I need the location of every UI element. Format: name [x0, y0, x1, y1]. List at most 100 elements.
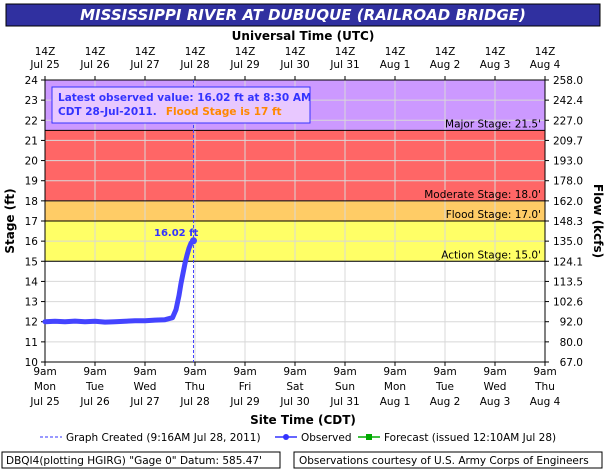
- footer-datum: DBQI4(plotting HGIRG) "Gage 0" Datum: 58…: [6, 455, 262, 467]
- bottom-tick-time: 9am: [283, 366, 306, 378]
- bottom-tick-date: Jul 27: [129, 396, 159, 408]
- stage-label: Major Stage: 21.5': [445, 118, 541, 130]
- top-tick-date: Aug 4: [530, 59, 561, 71]
- bottom-tick-day: Thu: [534, 381, 555, 393]
- bottom-tick-day: Wed: [484, 381, 507, 393]
- y-tick-label: 21: [25, 135, 38, 147]
- bottom-tick-date: Aug 1: [380, 396, 411, 408]
- bottom-tick-time: 9am: [83, 366, 106, 378]
- y-tick-label: 15: [25, 256, 38, 268]
- top-tick-hour: 14Z: [235, 46, 256, 58]
- y-tick-label: 19: [25, 176, 38, 188]
- bottom-tick-date: Jul 26: [79, 396, 110, 408]
- bottom-tick-day: Tue: [85, 381, 104, 393]
- bottom-tick-day: Sat: [286, 381, 303, 393]
- top-tick-date: Jul 29: [229, 59, 259, 71]
- legend-forecast-marker: [366, 434, 372, 440]
- bottom-tick-date: Jul 30: [279, 396, 309, 408]
- observed-series-line: [42, 238, 196, 325]
- y-axis-title: Stage (ft): [3, 188, 17, 253]
- y-tick-label: 23: [25, 95, 38, 107]
- y-tick-label: 12: [25, 317, 38, 329]
- y2-tick-label: 193.0: [553, 156, 583, 168]
- y-tick-label: 13: [25, 297, 38, 309]
- y-tick-label: 17: [25, 216, 38, 228]
- y-tick-label: 16: [25, 236, 39, 248]
- y2-tick-label: 209.7: [553, 135, 583, 147]
- info-flood-stage: Flood Stage is 17 ft: [166, 106, 282, 118]
- bottom-tick-time: 9am: [233, 366, 256, 378]
- y2-tick-label: 67.0: [560, 357, 583, 369]
- chart-title: MISSISSIPPI RIVER AT DUBUQUE (RAILROAD B…: [80, 6, 526, 24]
- bottom-tick-day: Mon: [34, 381, 56, 393]
- footer-right-box: [293, 451, 603, 469]
- legend-observed: Observed: [301, 432, 352, 444]
- top-tick-hour: 14Z: [285, 46, 306, 58]
- bottom-tick-day: Wed: [134, 381, 157, 393]
- bottom-tick-date: Aug 4: [530, 396, 561, 408]
- top-tick-hour: 14Z: [35, 46, 56, 58]
- y2-axis-title: Flow (kcfs): [591, 184, 605, 258]
- bottom-tick-date: Jul 28: [179, 396, 209, 408]
- top-tick-date: Jul 26: [79, 59, 110, 71]
- y2-tick-label: 178.0: [553, 176, 583, 188]
- y2-tick-label: 102.6: [553, 297, 583, 309]
- info-date: CDT 28-Jul-2011.: [58, 106, 157, 118]
- top-tick-date: Jul 28: [179, 59, 209, 71]
- footer-credit: Observations courtesy of U.S. Army Corps…: [299, 455, 589, 467]
- bottom-tick-date: Aug 2: [430, 396, 461, 408]
- y-tick-label: 24: [25, 75, 39, 87]
- info-line-2: CDT 28-Jul-2011. Flood Stage is 17 ft: [58, 100, 282, 119]
- bottom-tick-date: Jul 31: [329, 396, 359, 408]
- y-tick-label: 10: [25, 357, 38, 369]
- y-tick-label: 18: [25, 196, 38, 208]
- bottom-tick-day: Tue: [435, 381, 454, 393]
- title-bar: [5, 3, 601, 27]
- top-tick-hour: 14Z: [435, 46, 456, 58]
- y-tick-label: 22: [25, 115, 38, 127]
- y2-tick-label: 227.0: [553, 115, 583, 127]
- bottom-tick-time: 9am: [383, 366, 406, 378]
- top-tick-hour: 14Z: [335, 46, 356, 58]
- y2-tick-label: 113.5: [553, 276, 583, 288]
- y2-tick-label: 148.3: [553, 216, 583, 228]
- top-tick-date: Aug 3: [480, 59, 511, 71]
- y2-tick-label: 258.0: [553, 75, 583, 87]
- top-tick-date: Jul 31: [329, 59, 359, 71]
- bottom-tick-day: Mon: [384, 381, 406, 393]
- top-tick-date: Jul 30: [279, 59, 309, 71]
- top-tick-date: Aug 2: [430, 59, 461, 71]
- top-tick-hour: 14Z: [385, 46, 406, 58]
- bottom-tick-date: Jul 29: [229, 396, 259, 408]
- bottom-tick-day: Fri: [239, 381, 252, 393]
- top-tick-hour: 14Z: [85, 46, 106, 58]
- observed-last-point: [190, 237, 197, 245]
- info-box: [51, 86, 311, 124]
- bottom-tick-day: Thu: [184, 381, 205, 393]
- y-tick-label: 20: [25, 156, 38, 168]
- stage-label: Action Stage: 15.0': [441, 249, 541, 261]
- top-tick-hour: 14Z: [135, 46, 156, 58]
- bottom-tick-day: Sun: [335, 381, 355, 393]
- y-tick-label: 14: [25, 276, 39, 288]
- bottom-tick-time: 9am: [483, 366, 506, 378]
- top-tick-hour: 14Z: [485, 46, 506, 58]
- y2-tick-label: 80.0: [560, 337, 583, 349]
- bottom-tick-time: 9am: [433, 366, 456, 378]
- y2-tick-label: 124.1: [553, 256, 583, 268]
- y2-tick-label: 92.0: [560, 317, 583, 329]
- bottom-tick-time: 9am: [33, 366, 56, 378]
- peak-label: 16.02 ft: [154, 228, 198, 239]
- bottom-tick-time: 9am: [333, 366, 356, 378]
- top-tick-hour: 14Z: [535, 46, 556, 58]
- top-tick-date: Jul 27: [129, 59, 159, 71]
- bottom-axis-title: Site Time (CDT): [250, 413, 356, 427]
- stage-label: Flood Stage: 17.0': [446, 209, 541, 221]
- y2-tick-label: 242.4: [553, 95, 583, 107]
- bottom-tick-time: 9am: [133, 366, 156, 378]
- y-tick-label: 11: [25, 337, 38, 349]
- bottom-tick-date: Jul 25: [29, 396, 59, 408]
- legend-observed-marker: [283, 434, 289, 440]
- footer-left-box: [1, 451, 281, 469]
